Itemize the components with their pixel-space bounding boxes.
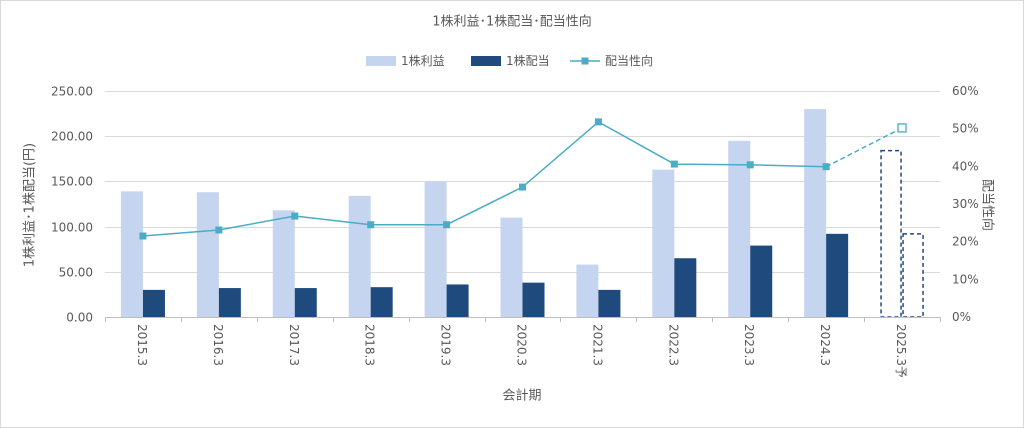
payout-ratio-marker <box>443 221 451 229</box>
eps-bar <box>196 192 219 317</box>
eps-bar <box>424 181 447 317</box>
dps-bar-forecast <box>902 233 924 318</box>
y2-axis-tick-label: 60% <box>952 84 979 98</box>
x-axis-tick-label: 2019.3 <box>439 324 453 366</box>
eps-bar-forecast <box>880 149 902 318</box>
legend-item-payout-ratio: 配当性向 <box>570 53 653 68</box>
eps-bar <box>272 210 295 317</box>
legend-swatch-dps <box>471 56 501 66</box>
dps-bar <box>446 284 469 317</box>
eps-bar <box>500 217 523 317</box>
legend: 1株利益 1株配当 配当性向 <box>366 53 653 68</box>
payout-ratio-marker <box>670 160 678 168</box>
x-axis-tick-label: 2025.3予 <box>894 324 908 378</box>
y2-axis-tick-label: 30% <box>952 197 979 211</box>
y2-axis-tick-label: 20% <box>952 235 979 249</box>
bars <box>120 109 924 318</box>
payout-ratio-marker <box>215 226 223 234</box>
payout-ratio-forecast-line <box>825 127 903 168</box>
legend-label-eps: 1株利益 <box>401 53 445 68</box>
dps-bar <box>218 288 241 317</box>
payout-ratio-marker <box>291 212 299 220</box>
legend-label-payout-ratio: 配当性向 <box>605 53 653 68</box>
payout-ratio-marker <box>139 232 147 240</box>
eps-bar <box>576 264 599 317</box>
payout-ratio-marker <box>822 163 830 171</box>
payout-ratio-marker <box>746 161 754 169</box>
eps-bar <box>652 169 675 317</box>
x-axis-tick-label: 2017.3 <box>287 324 301 366</box>
y-axis-tick-label: 0.00 <box>66 311 93 325</box>
payout-ratio-marker-forecast <box>897 123 907 133</box>
eps-bar <box>728 140 751 317</box>
y-axis-tick-label: 200.00 <box>51 130 93 144</box>
dps-bar <box>294 288 317 317</box>
x-axis-label: 会計期 <box>502 388 541 404</box>
x-axis-tick-label: 2024.3 <box>818 324 832 366</box>
y-axis-tick-label: 250.00 <box>51 85 93 99</box>
eps-bar <box>120 191 143 317</box>
y2-axis-tick-label: 50% <box>952 122 979 136</box>
legend-item-dps: 1株配当 <box>471 53 550 68</box>
dps-bar <box>750 245 773 317</box>
y-axis-label: 1株利益･1株配当(円) <box>23 143 38 267</box>
legend-swatch-eps <box>366 56 396 66</box>
x-axis-tick-label: 2016.3 <box>211 324 225 366</box>
y-axis-tick-label: 150.00 <box>51 175 93 189</box>
legend-item-eps: 1株利益 <box>366 53 445 68</box>
dps-bar <box>674 258 697 317</box>
legend-label-dps: 1株配当 <box>506 53 550 68</box>
dps-bar <box>598 289 621 317</box>
axes: 0.00 50.00 100.00 150.00 200.00 250.00 0% 10% 20… <box>51 84 979 378</box>
x-axis-tick-label: 2023.3 <box>742 324 756 366</box>
payout-ratio-marker <box>367 221 375 229</box>
y2-axis-tick-label: 40% <box>952 159 979 173</box>
x-axis-tick-label: 2018.3 <box>363 324 377 366</box>
x-axis-tick-label: 2015.3 <box>135 324 149 366</box>
payout-ratio-series <box>139 118 907 240</box>
payout-ratio-marker <box>519 183 526 191</box>
dps-bar <box>826 233 849 317</box>
y-axis-tick-label: 100.00 <box>51 221 93 235</box>
x-axis-tick-label: 2020.3 <box>515 324 529 366</box>
dps-bar <box>142 289 165 317</box>
x-axis-tick-label: 2022.3 <box>666 324 680 366</box>
y2-axis-tick-label: 10% <box>952 272 979 286</box>
y2-axis-tick-label: 0% <box>952 310 971 324</box>
chart-title: 1株利益･1株配当･配当性向 <box>432 14 592 30</box>
payout-ratio-line <box>142 120 827 237</box>
eps-bar <box>348 195 371 317</box>
x-axis-tick-label: 2021.3 <box>590 324 604 366</box>
y2-axis-label: 配当性向 <box>980 179 996 231</box>
payout-ratio-marker <box>594 118 602 126</box>
dps-bar <box>370 287 393 317</box>
dps-bar <box>522 282 545 317</box>
legend-swatch-payout-ratio-marker <box>581 57 589 65</box>
eps-bar <box>804 109 827 317</box>
y-axis-tick-label: 50.00 <box>59 266 93 280</box>
